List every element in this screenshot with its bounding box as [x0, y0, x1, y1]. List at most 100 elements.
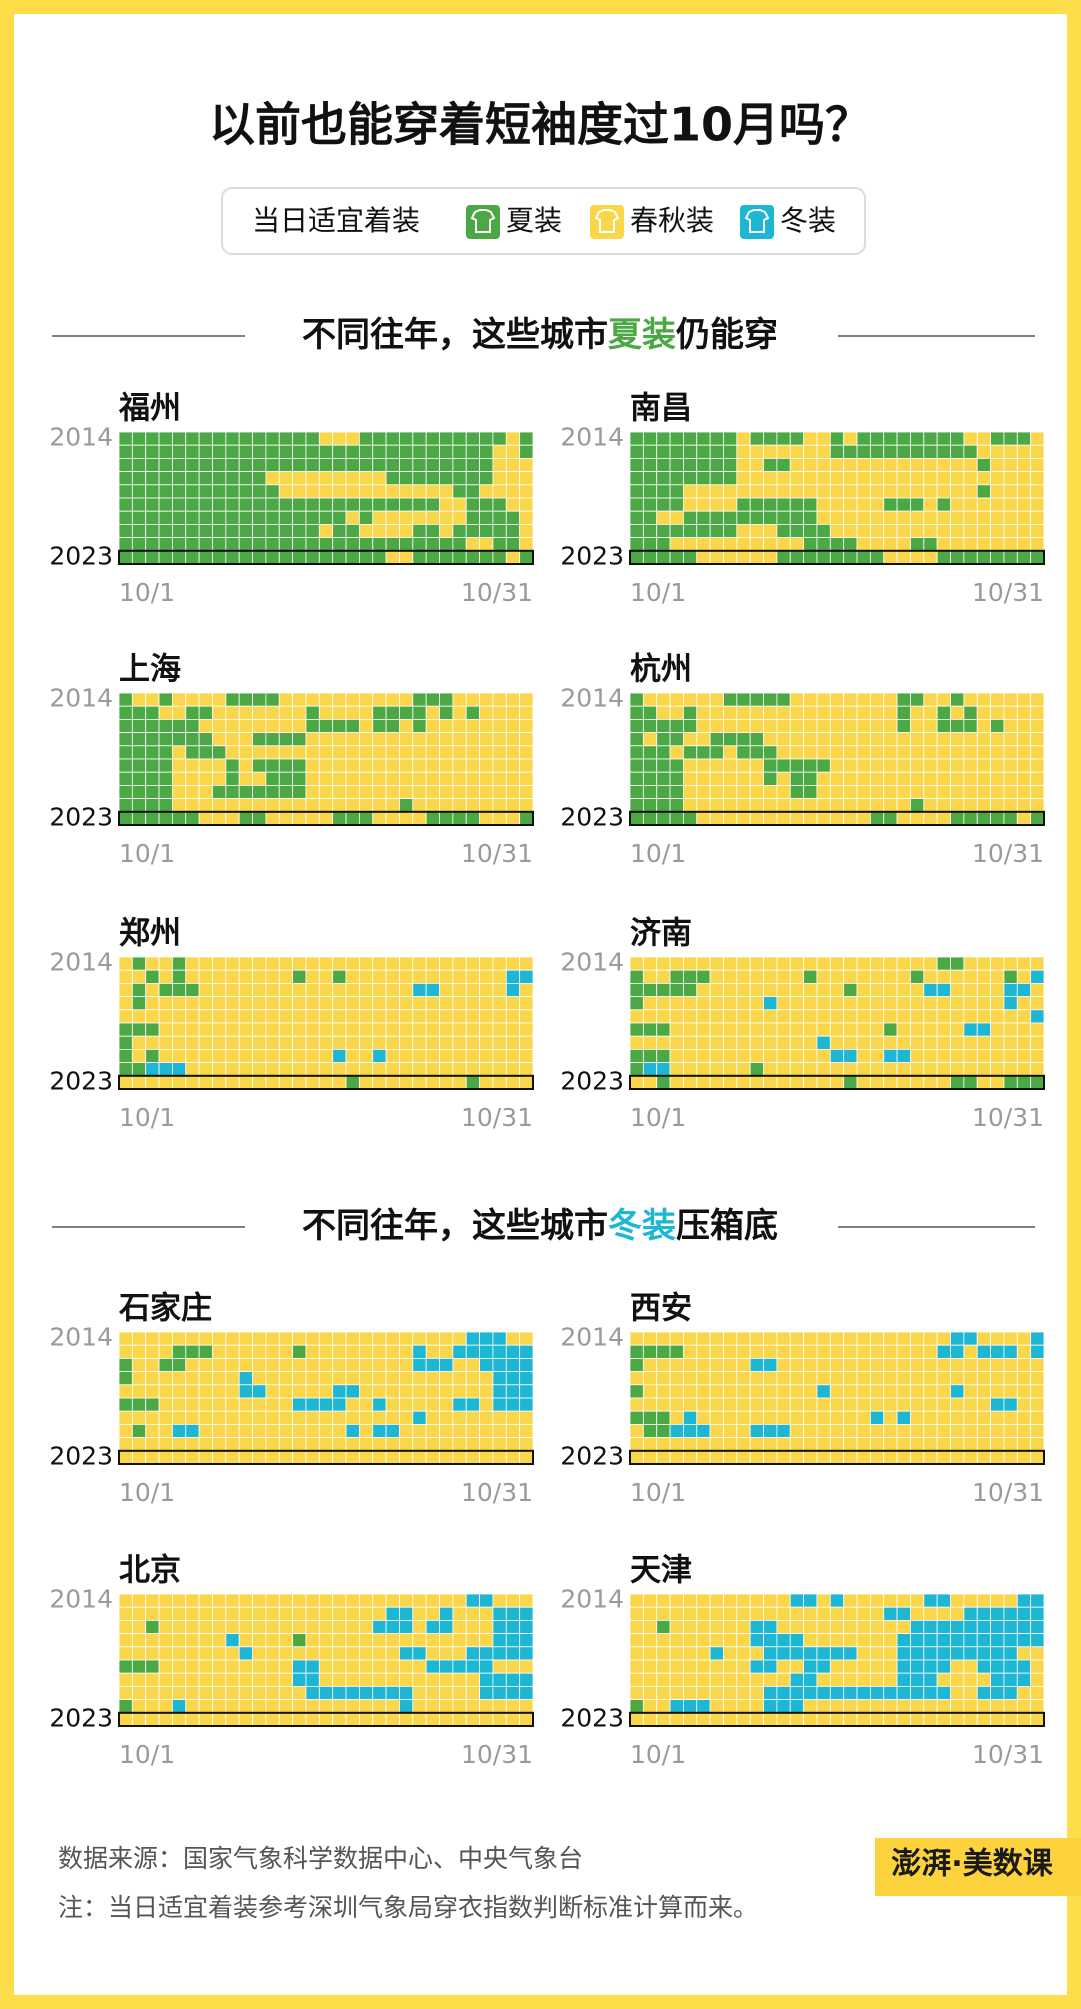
day-cell	[1030, 1593, 1045, 1608]
date-label: 10/31	[972, 578, 1044, 607]
day-cell	[292, 1659, 307, 1674]
day-cell	[358, 1009, 374, 1024]
day-cell	[252, 732, 267, 747]
day-cell	[198, 692, 213, 707]
day-cell	[816, 1620, 831, 1635]
day-cell	[896, 1659, 911, 1674]
day-cell	[1030, 758, 1045, 773]
day-cell	[225, 1009, 240, 1024]
day-cell	[372, 705, 387, 720]
day-cell	[131, 1344, 147, 1359]
day-cell	[131, 510, 147, 525]
day-cell	[318, 1358, 334, 1373]
day-cell	[656, 457, 671, 472]
day-cell	[465, 705, 480, 720]
day-cell	[683, 1646, 698, 1661]
day-cell	[1003, 537, 1018, 552]
day-cell	[1003, 758, 1018, 773]
day-cell	[492, 758, 507, 773]
day-cell	[656, 1062, 671, 1077]
day-cell	[465, 1022, 480, 1037]
day-cell	[158, 1646, 173, 1661]
day-cell	[492, 537, 507, 552]
day-cell	[709, 510, 724, 525]
day-cell	[345, 705, 360, 720]
day-cell	[212, 798, 227, 813]
day-cell	[505, 431, 521, 446]
day-cell	[318, 1075, 334, 1090]
day-cell	[642, 497, 658, 512]
day-cell	[318, 1646, 334, 1661]
day-cell	[763, 1344, 778, 1359]
day-cell	[519, 692, 534, 707]
day-cell	[776, 1712, 791, 1727]
day-cell	[252, 719, 267, 734]
day-cell	[318, 1397, 334, 1412]
day-cell	[642, 1437, 658, 1452]
day-cell	[642, 484, 658, 499]
day-cell	[749, 798, 764, 813]
day-cell	[505, 1699, 521, 1714]
day-cell	[225, 983, 240, 998]
day-cell	[910, 484, 925, 499]
day-cell	[883, 1344, 898, 1359]
day-cell	[372, 1358, 387, 1373]
day-cell	[225, 785, 240, 800]
day-cell	[803, 457, 818, 472]
day-cell	[990, 1620, 1005, 1635]
day-cell	[358, 1437, 374, 1452]
day-cell	[332, 1371, 347, 1386]
day-cell	[642, 1410, 658, 1425]
day-cell	[763, 1437, 778, 1452]
day-cell	[976, 1022, 991, 1037]
day-cell	[425, 1633, 440, 1648]
day-cell	[950, 811, 965, 826]
day-cell	[465, 745, 480, 760]
day-cell	[923, 1672, 938, 1687]
day-cell	[425, 1593, 440, 1608]
day-cell	[749, 1712, 764, 1727]
day-cell	[683, 1009, 698, 1024]
day-cell	[358, 1620, 374, 1635]
day-cell	[131, 431, 147, 446]
day-cell	[976, 524, 991, 539]
day-cell	[923, 1397, 938, 1412]
day-cell	[212, 524, 227, 539]
day-cell	[278, 1633, 294, 1648]
day-cell	[412, 1049, 427, 1064]
day-cell	[642, 1371, 658, 1386]
day-cell	[172, 1646, 187, 1661]
day-cell	[198, 1075, 213, 1090]
day-cell	[439, 471, 454, 486]
day-cell	[883, 692, 898, 707]
day-cell	[629, 1450, 644, 1465]
day-cell	[131, 1331, 147, 1346]
day-cell	[479, 1035, 494, 1050]
day-cell	[869, 1410, 885, 1425]
day-cell	[305, 1397, 320, 1412]
day-cell	[763, 732, 778, 747]
day-cell	[158, 1699, 173, 1714]
day-cell	[185, 969, 200, 984]
day-cell	[843, 692, 858, 707]
day-cell	[265, 969, 280, 984]
day-cell	[439, 1672, 454, 1687]
day-cell	[439, 550, 454, 565]
day-cell	[385, 719, 400, 734]
day-cell	[683, 1450, 698, 1465]
day-cell	[1030, 745, 1045, 760]
day-cell	[963, 1062, 978, 1077]
day-cell	[385, 745, 400, 760]
day-cell	[332, 1672, 347, 1687]
day-cell	[118, 719, 133, 734]
day-cell	[212, 1699, 227, 1714]
day-cell	[425, 1344, 440, 1359]
day-cell	[252, 969, 267, 984]
day-cell	[896, 1593, 911, 1608]
day-cell	[683, 1358, 698, 1373]
day-cell	[185, 956, 200, 971]
day-cell	[278, 1646, 294, 1661]
day-cell	[505, 1075, 521, 1090]
day-cell	[238, 785, 253, 800]
